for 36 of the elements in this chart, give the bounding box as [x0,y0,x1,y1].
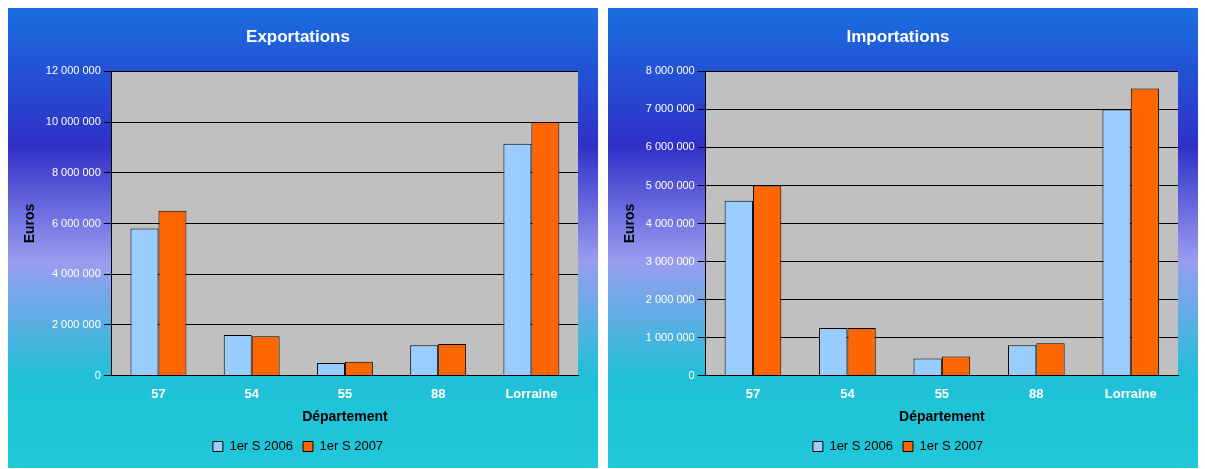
x-axis-title: Département [899,408,985,425]
x-axis-title: Département [302,408,389,425]
x-tick-label: 54 [840,385,856,401]
y-tick-label: 0 [94,368,101,381]
y-tick-label: 10 000 000 [45,115,101,128]
y-tick-label: 12 000 000 [45,64,101,77]
y-tick-label: 6 000 000 [645,140,695,153]
y-tick-label: 5 000 000 [645,178,695,191]
y-tick-label: 3 000 000 [645,254,695,267]
y-axis-title: Euros [621,203,638,244]
y-tick-label: 1 000 000 [645,330,695,343]
y-tick-label: 7 000 000 [645,102,695,115]
x-tick-label: 54 [244,385,260,401]
y-tick-label: 8 000 000 [51,165,101,178]
x-tick-label: Lorraine [1104,385,1157,401]
x-tick-label: 57 [151,385,166,401]
y-tick-label: 2 000 000 [645,292,695,305]
y-tick-label: 2 000 000 [51,317,101,330]
legend-label: 1er S 2007 [919,438,984,454]
legend-label: 1er S 2006 [229,438,294,454]
chart-title: Exportations [246,26,350,46]
y-axis-title: Euros [21,203,38,244]
y-tick-label: 4 000 000 [51,267,101,280]
legend-label: 1er S 2006 [829,438,894,454]
y-tick-label: 8 000 000 [645,64,695,77]
x-tick-label: 88 [430,385,446,401]
y-tick-label: 0 [688,368,695,381]
x-tick-label: 55 [934,385,950,401]
y-tick-label: 4 000 000 [645,216,695,229]
y-tick-label: 6 000 000 [51,216,101,229]
x-tick-label: Lorraine [505,385,558,401]
x-tick-label: 88 [1029,385,1044,401]
x-tick-label: 55 [337,385,353,401]
legend-label: 1er S 2007 [319,438,384,454]
chart-title: Importations [846,26,950,46]
x-tick-label: 57 [745,385,761,401]
